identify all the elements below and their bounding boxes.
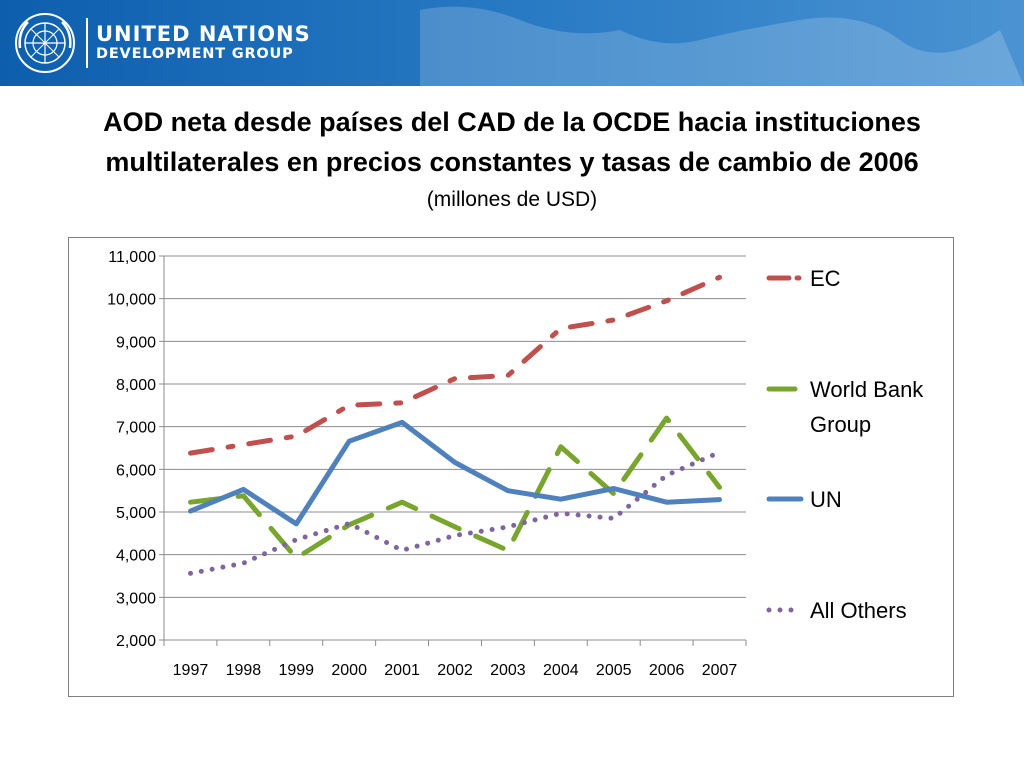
data-point <box>453 376 457 380</box>
y-tick-label: 7,000 <box>116 420 156 437</box>
y-tick-label: 6,000 <box>116 462 156 479</box>
data-point <box>718 485 722 489</box>
data-point <box>241 561 245 565</box>
data-point <box>506 373 510 377</box>
data-point <box>665 416 669 420</box>
x-tick-label: 2002 <box>437 662 473 679</box>
chart-subtitle: (millones de USD) <box>426 188 598 211</box>
data-point <box>188 509 192 513</box>
un-emblem-icon <box>15 13 75 73</box>
data-point <box>188 451 192 455</box>
data-point <box>294 538 298 542</box>
data-point <box>453 533 457 537</box>
x-tick-label: 2000 <box>331 662 367 679</box>
series-line-ec <box>188 274 722 456</box>
y-tick-label: 3,000 <box>116 590 156 607</box>
data-point <box>612 487 616 491</box>
data-point <box>453 525 457 529</box>
line-chart: 2,000 3,000 4,000 5,000 6,000 7,000 8,000 9,000… <box>107 249 924 679</box>
series-line-all-others <box>188 449 722 576</box>
chart-frame: 2,000 3,000 4,000 5,000 6,000 7,000 8,000 9,000… <box>68 237 954 697</box>
x-tick-label: 1999 <box>278 662 314 679</box>
header-banner: UNITED NATIONS DEVELOPMENT GROUP <box>0 0 1024 86</box>
data-point <box>400 420 404 424</box>
data-point <box>665 500 669 504</box>
y-tick-label: 4,000 <box>116 548 156 565</box>
data-point <box>400 500 404 504</box>
legend-label: Group <box>810 412 871 437</box>
data-point <box>294 522 298 526</box>
data-point <box>453 461 457 465</box>
chart-title: AOD neta desde países del CAD de la OCDE… <box>103 107 921 177</box>
data-point <box>400 548 404 552</box>
legend-entry: EC <box>766 266 841 291</box>
data-point <box>294 556 298 560</box>
legend-label: All Others <box>810 598 907 623</box>
series-line-un <box>188 419 722 527</box>
data-point <box>559 497 563 501</box>
data-point <box>241 443 245 447</box>
x-tick-label: 2001 <box>384 662 420 679</box>
legend-label: World Bank <box>810 377 924 402</box>
org-name-line2: DEVELOPMENT GROUP <box>96 46 294 62</box>
data-point <box>559 511 563 515</box>
data-point <box>294 434 298 438</box>
data-point <box>718 275 722 279</box>
data-point <box>506 548 510 552</box>
legend-label: EC <box>810 266 841 291</box>
data-point <box>506 525 510 529</box>
org-name-line1: UNITED NATIONS <box>96 22 311 46</box>
x-tick-label: 2007 <box>702 662 738 679</box>
x-tick-label: 2005 <box>596 662 632 679</box>
data-point <box>612 492 616 496</box>
data-point <box>559 445 563 449</box>
legend-entry: All Others <box>766 598 907 623</box>
legend-entry: World Bank Group <box>766 377 924 437</box>
data-point <box>347 439 351 443</box>
y-tick-label: 2,000 <box>116 633 156 650</box>
x-tick-label: 2006 <box>649 662 685 679</box>
data-point <box>506 489 510 493</box>
data-point <box>241 487 245 491</box>
x-tick-label: 2003 <box>490 662 526 679</box>
data-point <box>665 299 669 303</box>
data-point <box>718 498 722 502</box>
y-tick-label: 5,000 <box>116 505 156 522</box>
legend-entry: UN <box>766 487 842 512</box>
y-tick-label: 8,000 <box>116 377 156 394</box>
y-tick-label: 10,000 <box>107 292 156 309</box>
data-point <box>241 494 245 498</box>
x-tick-label: 1997 <box>173 662 209 679</box>
data-point <box>188 571 192 575</box>
world-map-texture <box>420 6 1024 86</box>
data-point <box>559 327 563 331</box>
legend-label: UN <box>810 487 842 512</box>
x-tick-label: 2004 <box>543 662 579 679</box>
data-point <box>612 318 616 322</box>
data-point <box>612 516 616 520</box>
data-point <box>665 473 669 477</box>
data-point <box>718 450 722 454</box>
data-point <box>188 500 192 504</box>
logo-divider <box>86 18 88 68</box>
x-tick-label: 1998 <box>226 662 262 679</box>
series-line-world-bank-group <box>188 415 722 561</box>
data-point <box>347 522 351 526</box>
data-point <box>347 403 351 407</box>
data-point <box>400 401 404 405</box>
y-tick-label: 9,000 <box>116 334 156 351</box>
y-tick-label: 11,000 <box>108 249 156 266</box>
